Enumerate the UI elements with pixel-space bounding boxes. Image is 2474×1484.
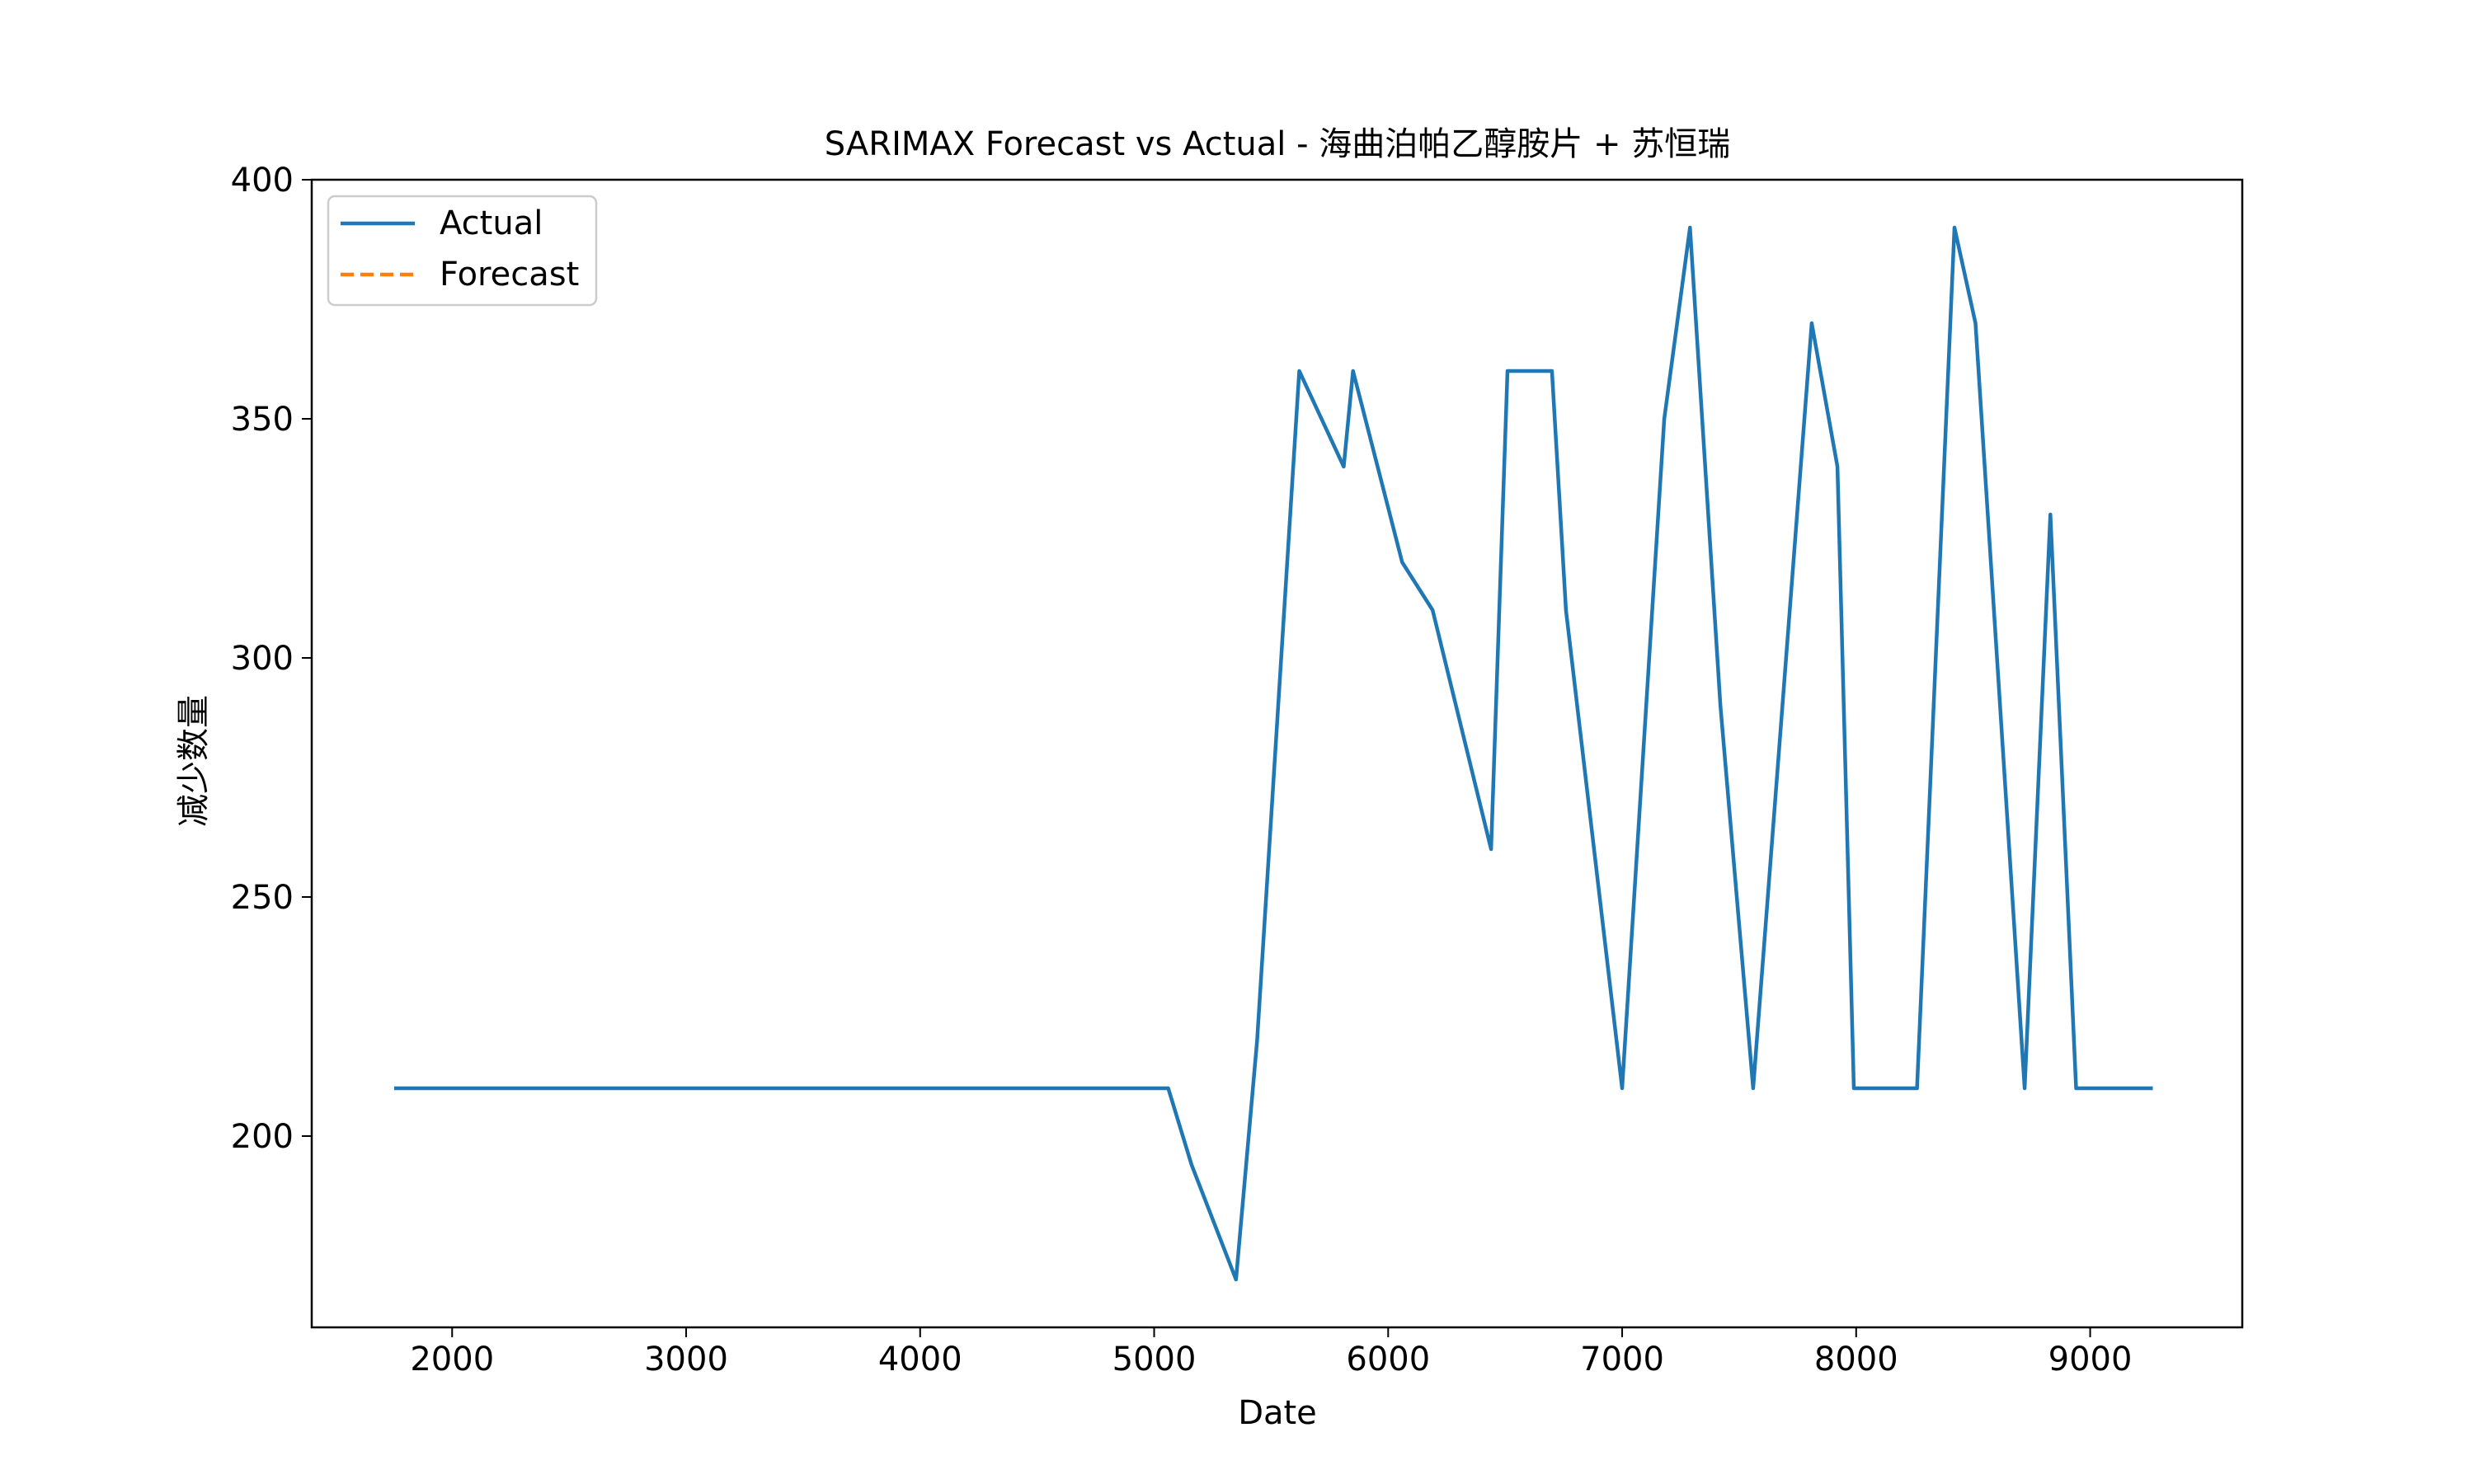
legend: Actual Forecast — [327, 195, 598, 307]
y-tick-label: 350 — [231, 401, 294, 439]
y-axis-label: 减少数量 — [175, 695, 213, 827]
series-line-actual — [393, 225, 2153, 1282]
legend-label-actual: Actual — [440, 204, 543, 242]
x-tick-label: 6000 — [1346, 1341, 1430, 1378]
x-tick-label: 9000 — [2048, 1341, 2133, 1378]
x-axis-label: Date — [1238, 1394, 1317, 1432]
plot-frame — [310, 178, 2244, 1329]
x-axis: 2000 3000 4000 5000 6000 7000 8000 9000 — [410, 1327, 2132, 1378]
x-tick-label: 8000 — [1814, 1341, 1898, 1378]
y-tick-label: 250 — [231, 879, 294, 917]
y-axis: 200 250 300 350 400 — [231, 162, 312, 1156]
x-tick-label: 7000 — [1580, 1341, 1664, 1378]
plot-area — [393, 225, 2153, 1282]
y-tick-label: 400 — [231, 162, 294, 200]
x-tick-label: 3000 — [644, 1341, 728, 1378]
x-tick-label: 4000 — [878, 1341, 962, 1378]
x-tick-label: 2000 — [410, 1341, 494, 1378]
y-tick-label: 200 — [231, 1118, 294, 1156]
chart-title: SARIMAX Forecast vs Actual - 海曲泊帕乙醇胺片 + … — [825, 125, 1730, 163]
x-tick-label: 5000 — [1112, 1341, 1197, 1378]
y-tick-label: 300 — [231, 640, 294, 678]
legend-label-forecast: Forecast — [440, 256, 579, 294]
